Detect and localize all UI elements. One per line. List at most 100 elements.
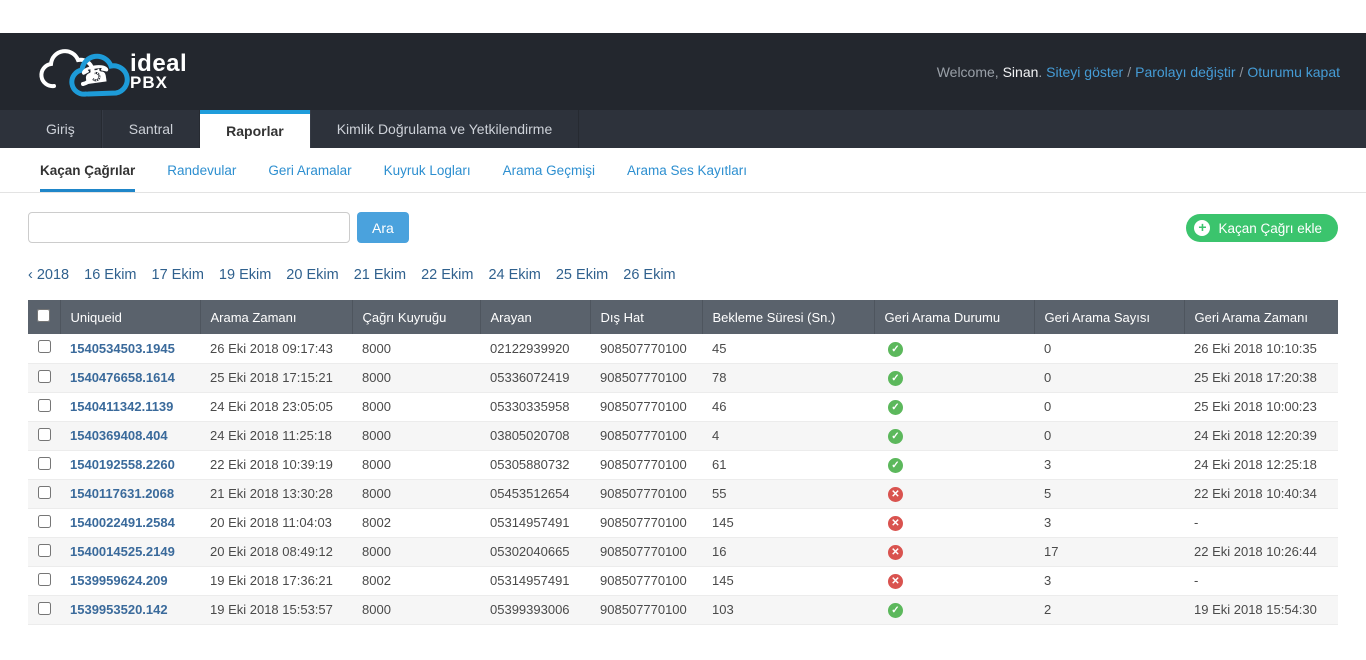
uniqueid-link[interactable]: 1540022491.2584 <box>70 515 175 530</box>
cell-callback-status: ✓ <box>874 392 1034 421</box>
date-link-9[interactable]: 26 Ekim <box>623 267 675 283</box>
uniqueid-link[interactable]: 1540117631.2068 <box>70 486 174 501</box>
date-link-3[interactable]: 19 Ekim <box>219 267 271 283</box>
column-header-1[interactable]: Arama Zamanı <box>200 300 352 334</box>
nav-tab-2[interactable]: Raporlar <box>200 110 310 148</box>
select-all-checkbox[interactable] <box>37 309 50 322</box>
search-input[interactable] <box>28 212 350 243</box>
date-link-4[interactable]: 20 Ekim <box>286 267 338 283</box>
cell-caller: 03805020708 <box>480 421 590 450</box>
cell-call-time: 24 Eki 2018 11:25:18 <box>200 421 352 450</box>
table-header-row: UniqueidArama ZamanıÇağrı KuyruğuArayanD… <box>28 300 1338 334</box>
search-button[interactable]: Ara <box>357 212 409 243</box>
cell-trunk: 908507770100 <box>590 392 702 421</box>
check-circle-icon: ✓ <box>888 458 903 473</box>
column-header-8[interactable]: Geri Arama Zamanı <box>1184 300 1338 334</box>
table-row: 1540192558.226022 Eki 2018 10:39:1980000… <box>28 450 1338 479</box>
uniqueid-link[interactable]: 1540476658.1614 <box>70 370 175 385</box>
row-checkbox[interactable] <box>38 457 51 470</box>
logo-brand: ideal <box>130 53 187 75</box>
uniqueid-link[interactable]: 1539959624.209 <box>70 573 168 588</box>
user-tools-link-2[interactable]: Oturumu kapat <box>1247 64 1340 80</box>
nav-tab-0[interactable]: Giriş <box>20 110 102 148</box>
cell-callback-time: 25 Eki 2018 17:20:38 <box>1184 363 1338 392</box>
row-checkbox[interactable] <box>38 486 51 499</box>
cell-callback-time: 24 Eki 2018 12:25:18 <box>1184 450 1338 479</box>
date-link-8[interactable]: 25 Ekim <box>556 267 608 283</box>
row-checkbox[interactable] <box>38 340 51 353</box>
cell-wait-seconds: 145 <box>702 508 874 537</box>
cell-wait-seconds: 145 <box>702 566 874 595</box>
cell-call-time: 25 Eki 2018 17:15:21 <box>200 363 352 392</box>
cell-callback-count: 2 <box>1034 595 1184 624</box>
column-header-3[interactable]: Arayan <box>480 300 590 334</box>
table-row: 1540014525.214920 Eki 2018 08:49:1280000… <box>28 537 1338 566</box>
cell-callback-time: - <box>1184 566 1338 595</box>
cell-caller: 05314957491 <box>480 566 590 595</box>
nav-tab-1[interactable]: Santral <box>102 110 200 148</box>
column-header-5[interactable]: Bekleme Süresi (Sn.) <box>702 300 874 334</box>
row-checkbox[interactable] <box>38 399 51 412</box>
row-checkbox[interactable] <box>38 602 51 615</box>
cell-wait-seconds: 16 <box>702 537 874 566</box>
uniqueid-link[interactable]: 1540014525.2149 <box>70 544 175 559</box>
cell-callback-status: ✓ <box>874 450 1034 479</box>
date-link-0[interactable]: ‹ 2018 <box>28 267 69 283</box>
check-circle-icon: ✓ <box>888 400 903 415</box>
uniqueid-link[interactable]: 1539953520.142 <box>70 602 168 617</box>
cell-wait-seconds: 103 <box>702 595 874 624</box>
uniqueid-link[interactable]: 1540411342.1139 <box>70 399 173 414</box>
column-header-6[interactable]: Geri Arama Durumu <box>874 300 1034 334</box>
row-checkbox[interactable] <box>38 515 51 528</box>
cell-queue: 8000 <box>352 450 480 479</box>
subnav-tab-2[interactable]: Geri Aramalar <box>268 148 351 192</box>
date-link-2[interactable]: 17 Ekim <box>152 267 204 283</box>
row-checkbox[interactable] <box>38 428 51 441</box>
cell-trunk: 908507770100 <box>590 479 702 508</box>
subnav-tab-3[interactable]: Kuyruk Logları <box>384 148 471 192</box>
cell-queue: 8000 <box>352 421 480 450</box>
row-checkbox[interactable] <box>38 573 51 586</box>
column-header-4[interactable]: Dış Hat <box>590 300 702 334</box>
uniqueid-link[interactable]: 1540192558.2260 <box>70 457 175 472</box>
subnav-tab-4[interactable]: Arama Geçmişi <box>503 148 595 192</box>
row-checkbox[interactable] <box>38 544 51 557</box>
date-link-1[interactable]: 16 Ekim <box>84 267 136 283</box>
date-link-7[interactable]: 24 Ekim <box>488 267 540 283</box>
cell-trunk: 908507770100 <box>590 537 702 566</box>
date-link-6[interactable]: 22 Ekim <box>421 267 473 283</box>
check-circle-icon: ✓ <box>888 371 903 386</box>
column-header-0[interactable]: Uniqueid <box>60 300 200 334</box>
cell-wait-seconds: 78 <box>702 363 874 392</box>
add-button-label: Kaçan Çağrı ekle <box>1218 221 1322 236</box>
cell-caller: 05453512654 <box>480 479 590 508</box>
cell-wait-seconds: 45 <box>702 334 874 363</box>
add-missed-call-button[interactable]: + Kaçan Çağrı ekle <box>1186 214 1338 242</box>
uniqueid-link[interactable]: 1540534503.1945 <box>70 341 175 356</box>
username: Sinan <box>1003 64 1039 80</box>
row-checkbox[interactable] <box>38 370 51 383</box>
column-header-7[interactable]: Geri Arama Sayısı <box>1034 300 1184 334</box>
cell-callback-status: ✓ <box>874 334 1034 363</box>
cell-queue: 8000 <box>352 334 480 363</box>
subnav-tab-1[interactable]: Randevular <box>167 148 236 192</box>
user-tools-link-1[interactable]: Parolayı değiştir <box>1135 64 1235 80</box>
table-body: 1540534503.194526 Eki 2018 09:17:4380000… <box>28 334 1338 624</box>
welcome-text: Welcome, <box>937 64 999 80</box>
date-link-5[interactable]: 21 Ekim <box>354 267 406 283</box>
uniqueid-link[interactable]: 1540369408.404 <box>70 428 168 443</box>
subnav-tab-0[interactable]: Kaçan Çağrılar <box>40 148 135 192</box>
subnav-tab-5[interactable]: Arama Ses Kayıtları <box>627 148 747 192</box>
cell-queue: 8000 <box>352 595 480 624</box>
sub-nav: Kaçan Çağrılar Randevular Geri Aramalar Kuy… <box>0 148 1366 193</box>
cell-callback-time: 25 Eki 2018 10:00:23 <box>1184 392 1338 421</box>
cell-wait-seconds: 46 <box>702 392 874 421</box>
cell-callback-status: ✕ <box>874 566 1034 595</box>
nav-tab-3[interactable]: Kimlik Doğrulama ve Yetkilendirme <box>310 110 580 148</box>
cell-callback-count: 3 <box>1034 566 1184 595</box>
cell-callback-status: ✕ <box>874 537 1034 566</box>
column-header-2[interactable]: Çağrı Kuyruğu <box>352 300 480 334</box>
cell-callback-status: ✓ <box>874 363 1034 392</box>
cell-trunk: 908507770100 <box>590 363 702 392</box>
user-tools-link-0[interactable]: Siteyi göster <box>1046 64 1123 80</box>
